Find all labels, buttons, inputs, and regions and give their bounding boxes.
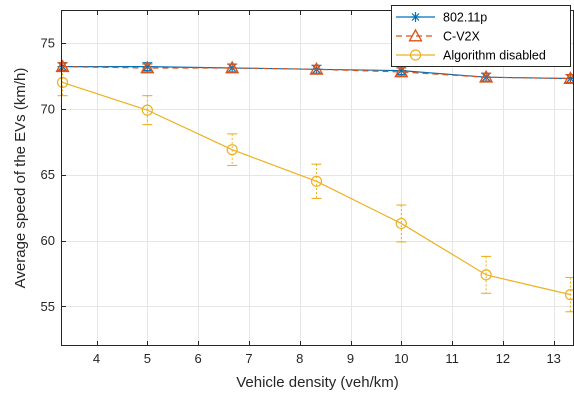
x-tick-label: 12 [496, 351, 510, 366]
triangle-marker [479, 69, 494, 83]
circle-marker [480, 269, 492, 281]
error-bar [57, 62, 68, 72]
series-line [62, 66, 571, 80]
error-bar [142, 95, 153, 126]
data-point [55, 59, 70, 73]
circle-marker [409, 49, 422, 61]
y-tick-label: 55 [41, 299, 55, 314]
data-point [225, 60, 240, 74]
x-tick-label: 13 [546, 351, 560, 366]
circle-marker [226, 144, 238, 156]
circle-marker [310, 175, 323, 187]
circle-marker [141, 104, 153, 116]
error-bar [396, 204, 407, 243]
circle-marker [395, 217, 407, 230]
error-bar [142, 63, 153, 73]
legend-marker [409, 49, 422, 61]
legend-label: Algorithm disabled [443, 49, 546, 63]
legend-marker [410, 12, 421, 22]
triangle-marker [225, 60, 240, 74]
error-bar [311, 163, 322, 199]
error-bar [311, 64, 322, 74]
x-tick-label: 11 [445, 351, 459, 366]
data-point [141, 104, 153, 116]
grid-lines [61, 10, 574, 346]
series-c-v2x [55, 59, 574, 84]
error-bar [396, 67, 407, 77]
error-bar [481, 255, 492, 294]
triangle-marker [408, 28, 423, 42]
x-tick-label: 10 [394, 351, 408, 366]
data-point [310, 175, 323, 187]
y-tick-label: 70 [41, 101, 55, 116]
legend-label: C-V2X [443, 30, 480, 44]
error-bar [227, 133, 238, 167]
y-tick-label: 60 [41, 233, 55, 248]
legend-label: 802.11p [443, 11, 487, 25]
triangle-marker [55, 59, 70, 73]
x-tick-label: 7 [245, 351, 252, 366]
x-tick-label: 5 [144, 351, 151, 366]
legend-item: C-V2X [396, 28, 480, 44]
data-point [479, 69, 494, 83]
data-point [564, 289, 574, 301]
circle-marker [564, 289, 574, 301]
data-point [309, 61, 324, 75]
legend-marker [408, 28, 423, 42]
data-point [56, 76, 69, 89]
legend-item: 802.11p [396, 11, 487, 25]
y-tick-label: 65 [41, 167, 55, 182]
data-point [140, 60, 155, 74]
triangle-marker [140, 60, 155, 74]
data-point [226, 144, 238, 156]
y-axis-label: Average speed of the EVs (km/h) [12, 68, 29, 289]
series-layer [55, 59, 574, 313]
data-point [395, 217, 407, 230]
x-tick-label: 9 [347, 351, 354, 366]
x-tick-label: 4 [93, 351, 100, 366]
legend: 802.11p C-V2X Algorithm disabled [391, 5, 571, 67]
data-point [480, 269, 492, 281]
y-tick-label: 75 [41, 35, 55, 50]
triangle-marker [309, 61, 324, 75]
error-bar [481, 72, 492, 82]
axis-ticks: 4 5 6 7 8 9 10 11 12 13 55 60 65 70 75 [41, 10, 561, 366]
error-bar [227, 63, 238, 73]
x-tick-label: 6 [195, 351, 202, 366]
data-point [394, 64, 409, 78]
x-axis-label: Vehicle density (veh/km) [236, 374, 399, 391]
x-tick-label: 8 [296, 351, 303, 366]
legend-item: Algorithm disabled [396, 49, 546, 63]
triangle-marker [394, 64, 409, 78]
series-algorithm-disabled [56, 68, 574, 313]
circle-marker [56, 76, 69, 89]
